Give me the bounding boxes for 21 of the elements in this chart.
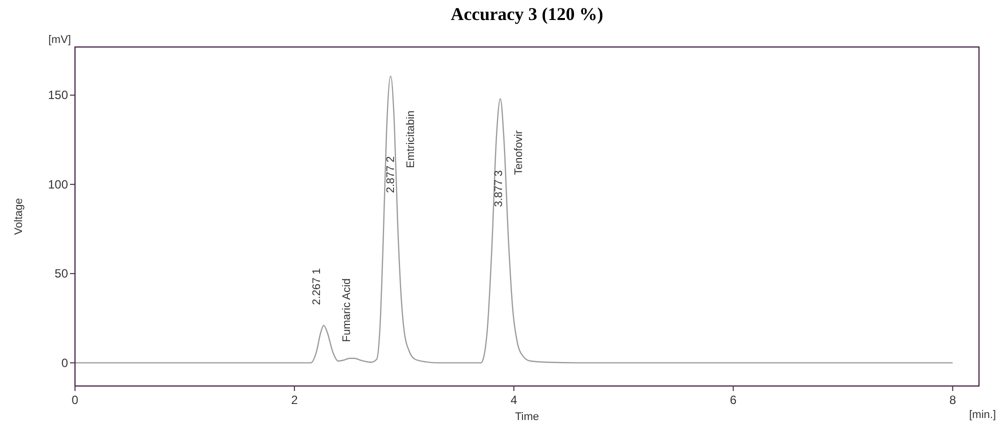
annotation: Emtricitabin	[405, 110, 417, 168]
x-tick-label: 0	[72, 393, 79, 407]
annotation: Fumaric Acid	[341, 278, 353, 342]
x-tick-label: 6	[730, 393, 737, 407]
y-tick-label: 100	[48, 177, 68, 192]
annotation: 2.877 2	[385, 156, 397, 193]
x-tick-label: 2	[291, 393, 298, 407]
annotation: 3.877 3	[493, 170, 505, 207]
chart-title: Accuracy 3 (120 %)	[450, 4, 604, 24]
y-tick-label: 150	[48, 88, 68, 102]
x-axis-title: Time	[514, 411, 540, 423]
text: [min.]	[969, 409, 996, 421]
line-series	[74, 75, 954, 364]
y-axis-title: Voltage	[13, 198, 25, 235]
y-tick-label: 0	[61, 356, 68, 370]
x-tick-label: 4	[510, 393, 518, 407]
x-tick-label: 8	[949, 393, 956, 407]
text: [mV]	[48, 34, 71, 46]
y-tick-label: 50	[54, 266, 68, 281]
annotation: Tenofovir	[513, 130, 525, 175]
annotation: 2.267 1	[311, 268, 323, 305]
